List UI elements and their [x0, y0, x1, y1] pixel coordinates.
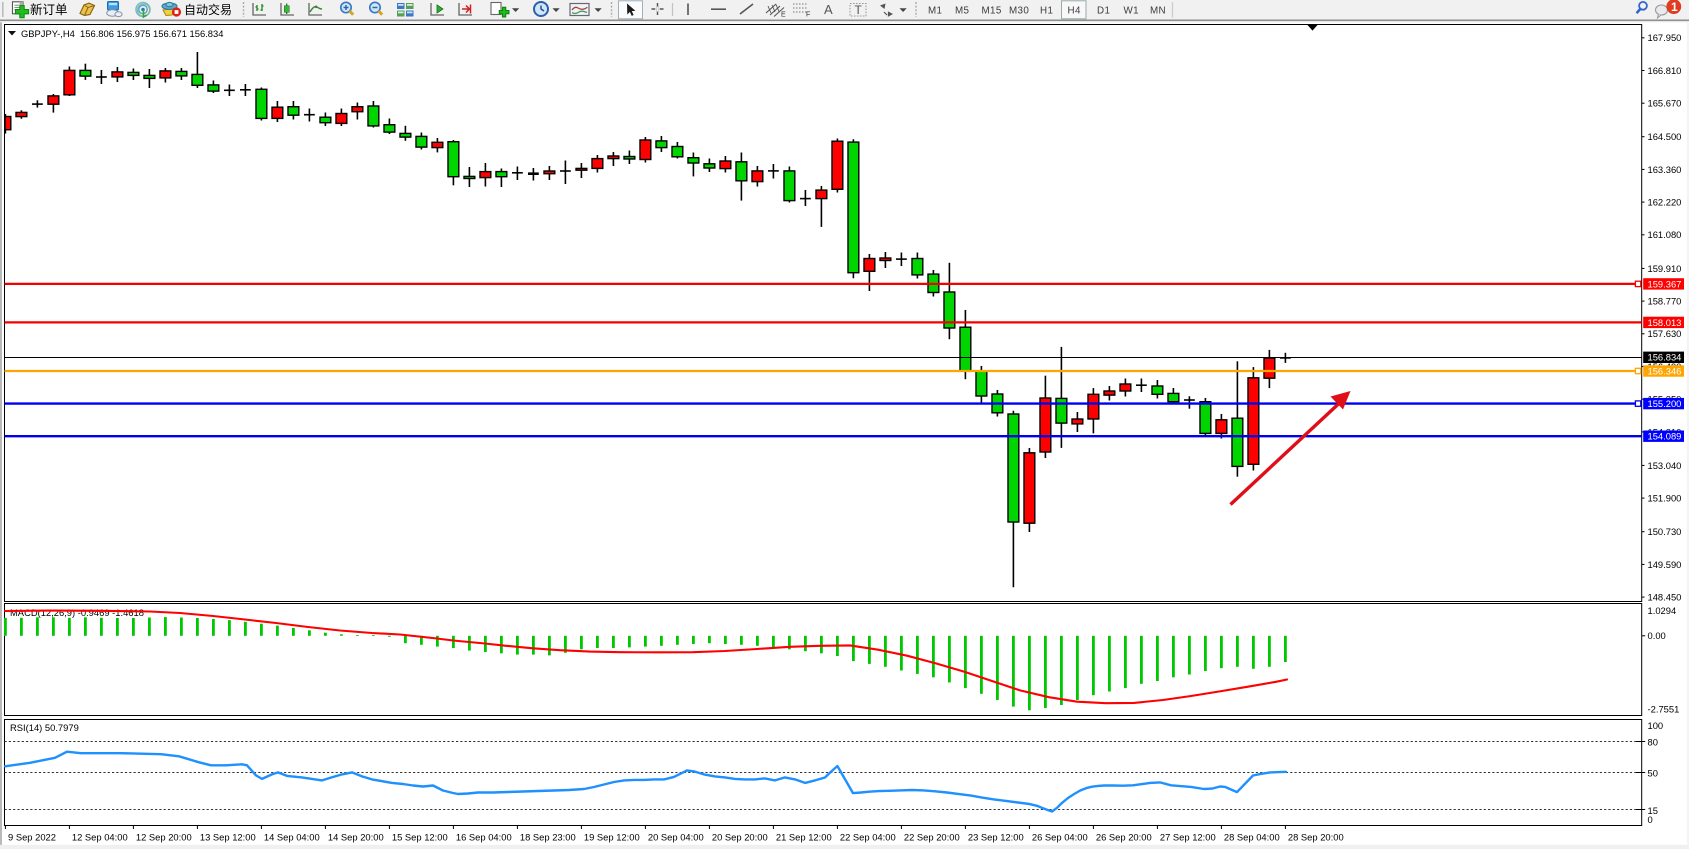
- svg-text:80: 80: [1648, 737, 1658, 748]
- svg-text:158.013: 158.013: [1648, 317, 1682, 328]
- svg-text:M5: M5: [955, 6, 970, 17]
- svg-text:167.950: 167.950: [1648, 32, 1682, 43]
- svg-text:159.910: 159.910: [1648, 263, 1682, 274]
- svg-text:13 Sep 12:00: 13 Sep 12:00: [200, 832, 256, 843]
- svg-text:19 Sep 12:00: 19 Sep 12:00: [584, 832, 640, 843]
- svg-text:22 Sep 04:00: 22 Sep 04:00: [840, 832, 896, 843]
- svg-text:157.630: 157.630: [1648, 328, 1682, 339]
- svg-text:1.0294: 1.0294: [1648, 605, 1677, 616]
- svg-text:新订单: 新订单: [30, 2, 68, 17]
- svg-text:15: 15: [1648, 805, 1658, 816]
- svg-text:27 Sep 12:00: 27 Sep 12:00: [1160, 832, 1216, 843]
- svg-text:165.670: 165.670: [1648, 98, 1682, 109]
- svg-text:163.360: 163.360: [1648, 164, 1682, 175]
- svg-text:16 Sep 04:00: 16 Sep 04:00: [456, 832, 512, 843]
- svg-text:W1: W1: [1124, 6, 1140, 17]
- svg-text:0.00: 0.00: [1648, 630, 1666, 641]
- svg-text:F: F: [806, 12, 810, 19]
- svg-text:148.450: 148.450: [1648, 592, 1682, 603]
- svg-text:12 Sep 20:00: 12 Sep 20:00: [136, 832, 192, 843]
- svg-text:T: T: [855, 3, 863, 17]
- svg-text:155.200: 155.200: [1648, 398, 1682, 409]
- svg-text:154.089: 154.089: [1648, 431, 1682, 442]
- svg-text:MN: MN: [1150, 6, 1166, 17]
- svg-text:28 Sep 20:00: 28 Sep 20:00: [1288, 832, 1344, 843]
- svg-text:18 Sep 23:00: 18 Sep 23:00: [520, 832, 576, 843]
- svg-text:151.900: 151.900: [1648, 493, 1682, 504]
- svg-text:自动交易: 自动交易: [184, 2, 232, 17]
- svg-text:GBPJPY-,H4 156.806 156.975 15: GBPJPY-,H4 156.806 156.975 156.671 156.8…: [21, 28, 223, 39]
- svg-text:149.590: 149.590: [1648, 559, 1682, 570]
- svg-text:166.810: 166.810: [1648, 65, 1682, 76]
- svg-text:H4: H4: [1068, 6, 1081, 17]
- svg-text:153.040: 153.040: [1648, 460, 1682, 471]
- svg-text:1: 1: [1671, 0, 1678, 14]
- svg-text:156.346: 156.346: [1648, 365, 1682, 376]
- svg-text:23 Sep 12:00: 23 Sep 12:00: [968, 832, 1024, 843]
- svg-text:158.770: 158.770: [1648, 296, 1682, 307]
- svg-text:E: E: [781, 12, 786, 19]
- svg-text:161.080: 161.080: [1648, 229, 1682, 240]
- svg-text:12 Sep 04:00: 12 Sep 04:00: [72, 832, 128, 843]
- svg-text:162.220: 162.220: [1648, 197, 1682, 208]
- svg-text:MACD(12,26,9) -0.9469 -1.4618: MACD(12,26,9) -0.9469 -1.4618: [10, 607, 144, 618]
- svg-text:M15: M15: [982, 6, 1002, 17]
- svg-text:26 Sep 20:00: 26 Sep 20:00: [1096, 832, 1152, 843]
- svg-text:28 Sep 04:00: 28 Sep 04:00: [1224, 832, 1280, 843]
- svg-text:100: 100: [1648, 720, 1664, 731]
- svg-text:159.367: 159.367: [1648, 278, 1682, 289]
- svg-text:9 Sep 2022: 9 Sep 2022: [8, 832, 56, 843]
- svg-text:156.834: 156.834: [1648, 352, 1682, 363]
- svg-text:26 Sep 04:00: 26 Sep 04:00: [1032, 832, 1088, 843]
- svg-text:0: 0: [1648, 814, 1653, 825]
- svg-text:M1: M1: [928, 6, 942, 17]
- svg-text:14 Sep 20:00: 14 Sep 20:00: [328, 832, 384, 843]
- svg-text:21 Sep 12:00: 21 Sep 12:00: [776, 832, 832, 843]
- svg-text:20 Sep 20:00: 20 Sep 20:00: [712, 832, 768, 843]
- svg-text:14 Sep 04:00: 14 Sep 04:00: [264, 832, 320, 843]
- svg-text:H1: H1: [1040, 6, 1053, 17]
- svg-text:150.730: 150.730: [1648, 526, 1682, 537]
- svg-text:A: A: [824, 2, 833, 17]
- svg-text:164.500: 164.500: [1648, 131, 1682, 142]
- svg-text:15 Sep 12:00: 15 Sep 12:00: [392, 832, 448, 843]
- svg-text:22 Sep 20:00: 22 Sep 20:00: [904, 832, 960, 843]
- svg-text:20 Sep 04:00: 20 Sep 04:00: [648, 832, 704, 843]
- svg-text:RSI(14) 50.7979: RSI(14) 50.7979: [10, 722, 79, 733]
- svg-text:-2.7551: -2.7551: [1648, 704, 1680, 715]
- svg-text:M30: M30: [1009, 6, 1029, 17]
- svg-text:50: 50: [1648, 767, 1658, 778]
- svg-text:D1: D1: [1097, 6, 1110, 17]
